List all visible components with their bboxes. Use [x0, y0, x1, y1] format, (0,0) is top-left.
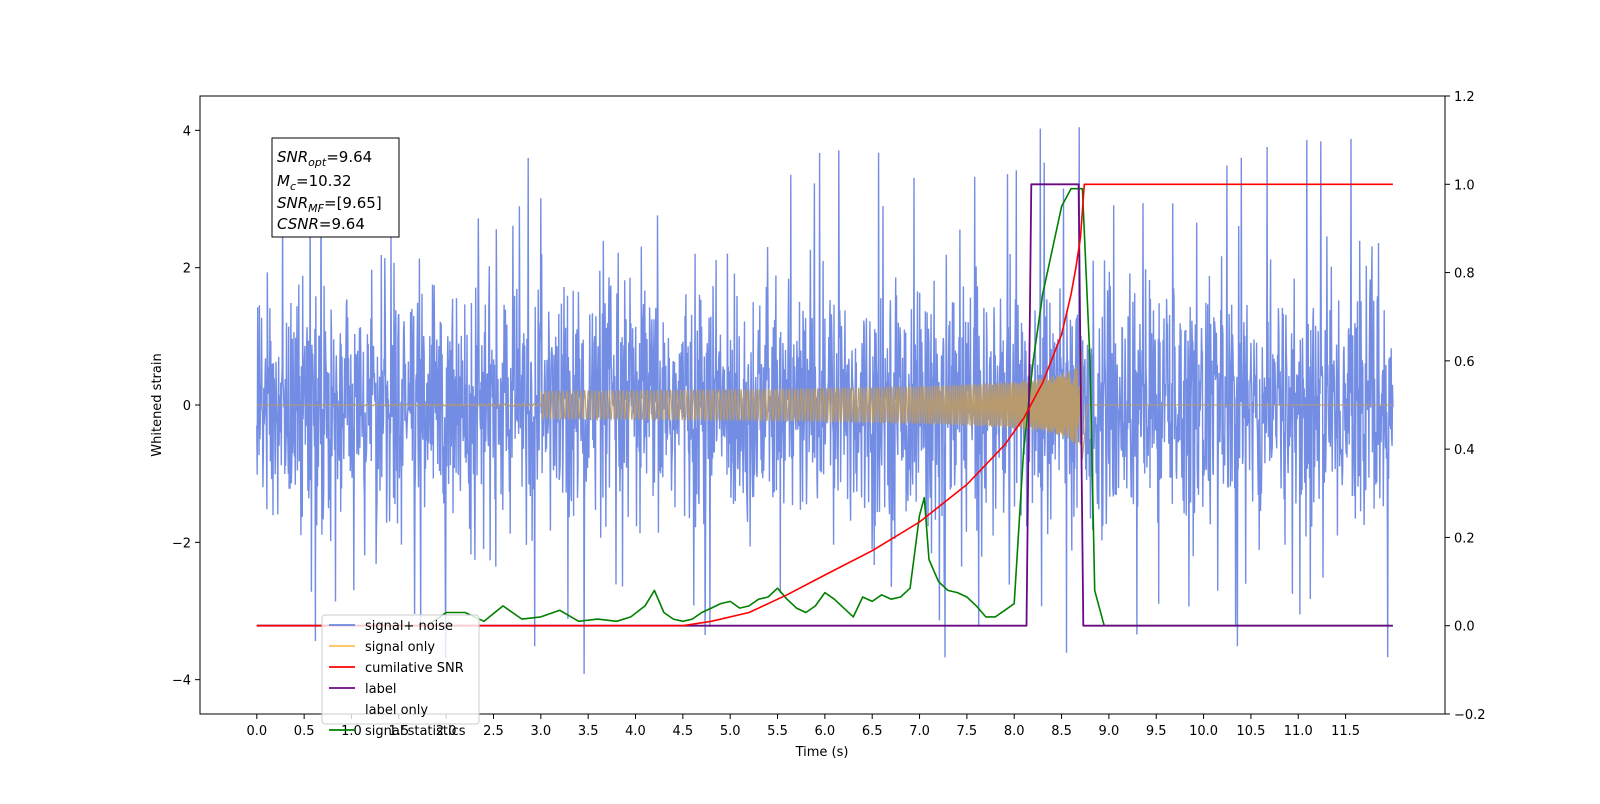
x-tick-label: 8.0 — [1004, 724, 1025, 739]
y-tick-label-left: −2 — [172, 536, 191, 551]
x-tick-label: 6.0 — [815, 724, 836, 739]
x-tick-label: 3.5 — [578, 724, 599, 739]
x-tick-label: 7.5 — [957, 724, 978, 739]
legend-label: signal statistics — [365, 724, 466, 739]
signal-only-line — [256, 350, 1393, 460]
x-tick-label: 9.5 — [1146, 724, 1167, 739]
y-axis-left: −4 −2 0 2 4 — [172, 124, 200, 689]
x-tick-label: 2.0 — [436, 724, 457, 739]
annotation-box: SNRopt=9.64 Mc=10.32 SNRMF=[9.65] CSNR=9… — [271, 137, 400, 238]
x-tick-label: 5.0 — [720, 724, 741, 739]
x-tick-label: 9.0 — [1099, 724, 1120, 739]
y-tick-label-left: −4 — [172, 674, 191, 689]
x-tick-label: 1.5 — [388, 724, 409, 739]
legend: signal+ noise signal only cumilative SNR la… — [321, 614, 480, 739]
y-tick-label-right: 0.2 — [1454, 531, 1475, 546]
x-tick-label: 7.0 — [909, 724, 930, 739]
x-tick-label: 8.5 — [1051, 724, 1072, 739]
y-tick-label-right: 0.8 — [1454, 267, 1475, 282]
x-tick-label: 0.0 — [246, 724, 267, 739]
cumulative-snr-line — [256, 183, 1393, 627]
x-tick-label: 4.5 — [673, 724, 694, 739]
signal-noise-line — [256, 127, 1394, 675]
annotation-snr-opt: SNRopt=9.64 — [277, 148, 372, 169]
y-tick-label-right: 0.4 — [1454, 443, 1475, 458]
legend-label: label only — [365, 703, 428, 718]
annotation-csnr: CSNR=9.64 — [277, 215, 365, 233]
legend-label: cumilative SNR — [365, 661, 464, 676]
legend-label: signal+ noise — [365, 619, 453, 634]
legend-label: signal only — [365, 640, 435, 655]
annotation-snr-mf: SNRMF=[9.65] — [277, 194, 382, 215]
y-tick-label-right: 1.2 — [1454, 90, 1475, 105]
x-tick-label: 3.0 — [530, 724, 551, 739]
label-line — [256, 183, 1393, 627]
series-signal-statistics — [256, 187, 1389, 627]
x-axis-label: Time (s) — [795, 745, 849, 760]
series-signal-only — [256, 350, 1393, 460]
y-tick-label-right: 1.0 — [1454, 178, 1475, 193]
plot-layer — [256, 127, 1394, 675]
x-tick-label: 10.5 — [1236, 724, 1265, 739]
x-tick-label: 11.0 — [1284, 724, 1313, 739]
legend-label: label — [365, 682, 396, 697]
y-tick-label-right: 0.6 — [1454, 355, 1475, 370]
y-tick-label-left: 2 — [183, 262, 191, 277]
x-tick-label: 0.5 — [294, 724, 315, 739]
signal-statistics-line — [256, 187, 1389, 627]
series-signal-noise — [256, 127, 1394, 675]
x-tick-label: 2.5 — [483, 724, 504, 739]
x-tick-label: 4.0 — [625, 724, 646, 739]
x-tick-label: 10.0 — [1189, 724, 1218, 739]
y-tick-label-right: −0.2 — [1454, 708, 1486, 723]
y-tick-label-left: 4 — [183, 124, 191, 139]
x-tick-label: 6.5 — [862, 724, 883, 739]
y-tick-label-left: 0 — [183, 399, 191, 414]
legend-frame — [321, 614, 480, 725]
x-tick-label: 1.0 — [341, 724, 362, 739]
y-axis-label: Whitened strain — [150, 353, 165, 456]
series-cumulative-snr — [256, 183, 1393, 627]
annotation-frame — [271, 137, 400, 238]
y-tick-label-right: 0.0 — [1454, 620, 1475, 635]
x-axis: 0.0 0.5 1.0 1.5 2.0 2.5 3.0 3.5 4.0 4.5 5.0 5.5 6.0 6… — [246, 714, 1360, 739]
y-axis-right: −0.2 0.0 0.2 0.4 0.6 0.8 1.0 1.2 — [1445, 90, 1486, 723]
x-tick-label: 5.5 — [767, 724, 788, 739]
x-tick-label: 11.5 — [1331, 724, 1360, 739]
annotation-chirp-mass: Mc=10.32 — [277, 172, 352, 193]
series-label — [256, 183, 1393, 627]
